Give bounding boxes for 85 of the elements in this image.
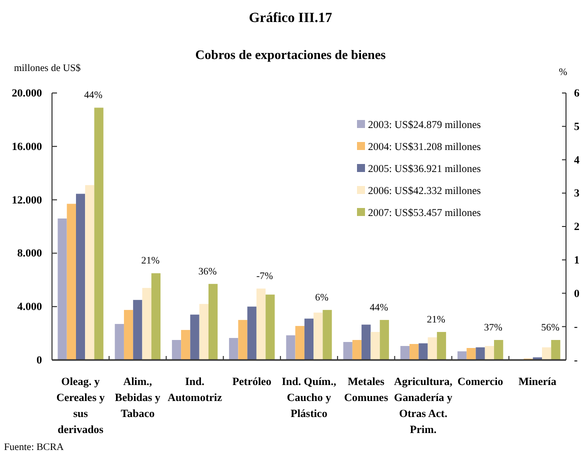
y2-tick-label: - — [574, 321, 578, 334]
bar — [85, 185, 94, 360]
bar — [295, 326, 304, 360]
y2-axis-title: % — [558, 67, 568, 78]
y-tick-label: 20.000 — [12, 88, 42, 100]
legend-label: 2003: US$24.879 millones — [368, 120, 481, 131]
legend-label: 2006: US$42.332 millones — [368, 186, 481, 197]
legend-label: 2004: US$31.208 millones — [368, 142, 481, 153]
bar — [362, 324, 371, 360]
bar — [494, 340, 504, 360]
x-tick-label: Ind. Quím., Caucho y Plástico — [282, 376, 336, 420]
y-tick-label: 12.000 — [12, 194, 42, 206]
y-tick-label: 8.000 — [17, 248, 42, 260]
y2-tick-label: 6 — [574, 88, 580, 100]
source-note: Fuente: BCRA — [4, 442, 65, 452]
annotation: 21% — [141, 256, 160, 267]
annotation: 37% — [484, 322, 502, 334]
bar — [94, 108, 104, 360]
bar — [256, 288, 266, 360]
x-tick-label: Oleag. y Cereales y sus derivados — [56, 376, 106, 436]
bar — [314, 312, 323, 360]
bar — [58, 218, 67, 360]
bar — [208, 284, 218, 360]
y-axis-title: millones de US$ — [14, 63, 81, 74]
x-tick-label: Comercio — [458, 376, 504, 388]
y2-tick-label: 4 — [574, 154, 580, 166]
x-tick-label: Ind. Automotriz — [168, 376, 222, 404]
bar — [151, 273, 161, 360]
bar — [114, 324, 124, 360]
bar — [370, 332, 380, 360]
bar — [199, 304, 208, 360]
y2-tick-label: 1 — [574, 254, 580, 266]
bar — [457, 351, 467, 360]
bar — [484, 346, 494, 360]
x-tick-label: Agricultura, Ganadería y Otras Act. Prim. — [394, 376, 453, 436]
annotation: -7% — [256, 271, 274, 282]
chart-subtitle: Cobros de exportaciones de bienes — [195, 47, 386, 62]
bar — [352, 340, 362, 360]
bar — [229, 338, 238, 360]
chart-title: Gráfico III.17 — [248, 11, 332, 26]
x-tick-label: Alim., Bebidas y Tabaco — [114, 376, 161, 420]
y2-tick-label: 5 — [574, 120, 580, 133]
bar — [428, 337, 437, 360]
bar — [66, 204, 76, 360]
y-tick-label: 16.000 — [12, 140, 42, 153]
bar — [380, 320, 389, 360]
annotation: 21% — [426, 314, 446, 326]
annotation: 56% — [541, 322, 560, 334]
y2-tick-label: 2 — [574, 221, 580, 234]
x-tick-label: Minería — [518, 376, 557, 388]
y2-tick-label: 3 — [574, 188, 580, 200]
bar — [190, 314, 200, 360]
bar — [286, 335, 296, 360]
legend-label: 2007: US$53.457 millones — [368, 208, 481, 219]
y2-tick-label: 0 — [574, 288, 580, 300]
bar — [400, 346, 410, 360]
bar — [304, 318, 314, 360]
bar — [476, 347, 485, 360]
legend-label: 2005: US$36.921 millones — [368, 164, 481, 175]
bar — [247, 306, 256, 360]
annotation: 6% — [315, 292, 328, 304]
bar — [172, 340, 182, 360]
bar — [542, 347, 552, 360]
x-tick-label: Petróleo — [232, 376, 272, 388]
bar — [133, 300, 142, 360]
annotation: 36% — [198, 266, 217, 278]
bar — [142, 288, 152, 360]
bar — [436, 332, 446, 360]
bar — [466, 348, 476, 360]
y-tick-label: 4.000 — [17, 301, 42, 314]
bar — [551, 340, 560, 360]
y2-tick-label: - — [574, 354, 578, 367]
x-tick-label: Metales Comunes — [344, 376, 389, 404]
bar — [266, 294, 275, 360]
bar — [124, 310, 134, 360]
bar — [418, 343, 428, 360]
bar — [76, 194, 86, 360]
y-tick-label: 0 — [36, 354, 42, 367]
annotation: 44% — [84, 90, 103, 102]
bar — [181, 330, 190, 360]
bar — [238, 320, 248, 360]
bar — [322, 310, 332, 360]
bar — [410, 344, 419, 360]
annotation: 44% — [370, 302, 388, 314]
bar — [343, 342, 352, 360]
